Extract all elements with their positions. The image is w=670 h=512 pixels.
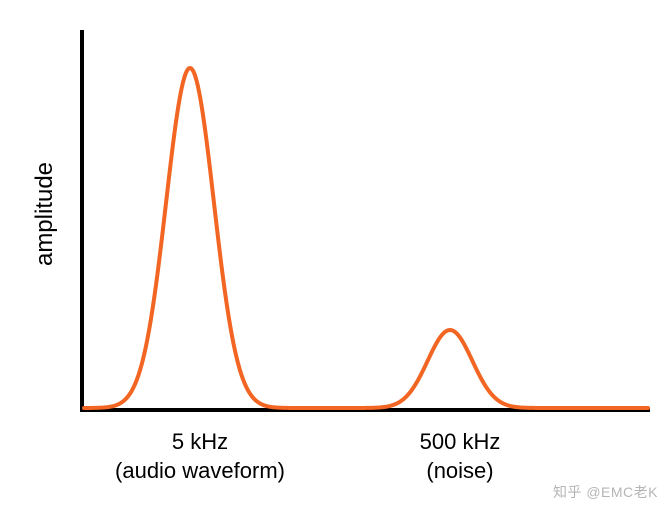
x-label-1-line1: 500 kHz	[420, 429, 501, 454]
x-label-0-line2: (audio waveform)	[115, 458, 285, 483]
x-axis-label-noise: 500 kHz (noise)	[380, 428, 540, 485]
x-label-0-line1: 5 kHz	[172, 429, 228, 454]
frequency-amplitude-chart: amplitude 5 kHz (audio waveform) 500 kHz…	[0, 0, 670, 512]
x-axis-label-audio: 5 kHz (audio waveform)	[100, 428, 300, 485]
x-label-1-line2: (noise)	[426, 458, 493, 483]
y-axis-label: amplitude	[31, 139, 59, 289]
watermark-text: 知乎 @EMC老K	[553, 482, 658, 502]
